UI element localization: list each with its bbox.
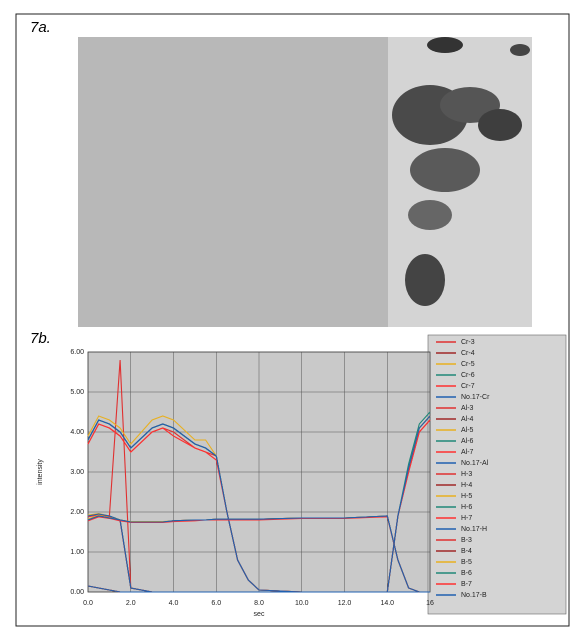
- x-tick-label: 16: [426, 600, 434, 607]
- legend-label: B-3: [461, 537, 472, 544]
- legend-label: B-7: [461, 581, 472, 588]
- x-tick-label: 8.0: [254, 600, 264, 607]
- legend-label: Cr-7: [461, 383, 475, 390]
- x-tick-label: 6.0: [211, 600, 221, 607]
- legend-label: Al-6: [461, 438, 474, 445]
- micrograph: [78, 37, 532, 327]
- series-line: [87, 419, 430, 593]
- legend-label: No.17-H: [461, 526, 487, 533]
- x-tick-label: 2.0: [126, 600, 136, 607]
- y-tick-label: 2.00: [70, 509, 84, 516]
- x-tick-label: 12.0: [338, 600, 352, 607]
- legend-label: Cr-3: [461, 339, 475, 346]
- legend-label: B-4: [461, 548, 472, 555]
- series-line: [87, 415, 431, 593]
- x-tick-label: 10.0: [295, 600, 309, 607]
- legend-label: Al-3: [461, 405, 474, 412]
- y-tick-label: 4.00: [70, 429, 84, 436]
- panel-label: 7b.: [30, 330, 51, 347]
- y-tick-label: 1.00: [70, 549, 84, 556]
- x-tick-label: 0.0: [83, 600, 93, 607]
- y-tick-label: 6.00: [70, 349, 84, 356]
- legend-label: Cr-5: [461, 361, 475, 368]
- legend-label: H-6: [461, 504, 472, 511]
- legend-label: Al-5: [461, 427, 474, 434]
- legend-label: H-7: [461, 515, 472, 522]
- legend-label: No.17-Cr: [461, 394, 490, 401]
- legend-label: Al-7: [461, 449, 474, 456]
- legend-label: No.17-Al: [461, 460, 489, 467]
- legend-label: Al-4: [461, 416, 474, 423]
- x-axis-label: sec: [254, 611, 265, 618]
- y-tick-label: 3.00: [70, 469, 84, 476]
- series-line: [87, 515, 430, 593]
- legend-label: B-6: [461, 570, 472, 577]
- legend-label: No.17-B: [461, 592, 487, 599]
- legend-label: Cr-6: [461, 372, 475, 379]
- panel-label: 7a.: [30, 19, 51, 36]
- legend-label: H-3: [461, 471, 472, 478]
- y-tick-label: 5.00: [70, 389, 84, 396]
- x-tick-label: 4.0: [169, 600, 179, 607]
- legend-label: B-5: [461, 559, 472, 566]
- x-tick-label: 14.0: [380, 600, 394, 607]
- legend-label: Cr-4: [461, 350, 475, 357]
- legend-label: H-4: [461, 482, 472, 489]
- y-axis-label: intensity: [37, 459, 44, 485]
- y-tick-label: 0.00: [70, 589, 84, 596]
- legend-label: H-5: [461, 493, 472, 500]
